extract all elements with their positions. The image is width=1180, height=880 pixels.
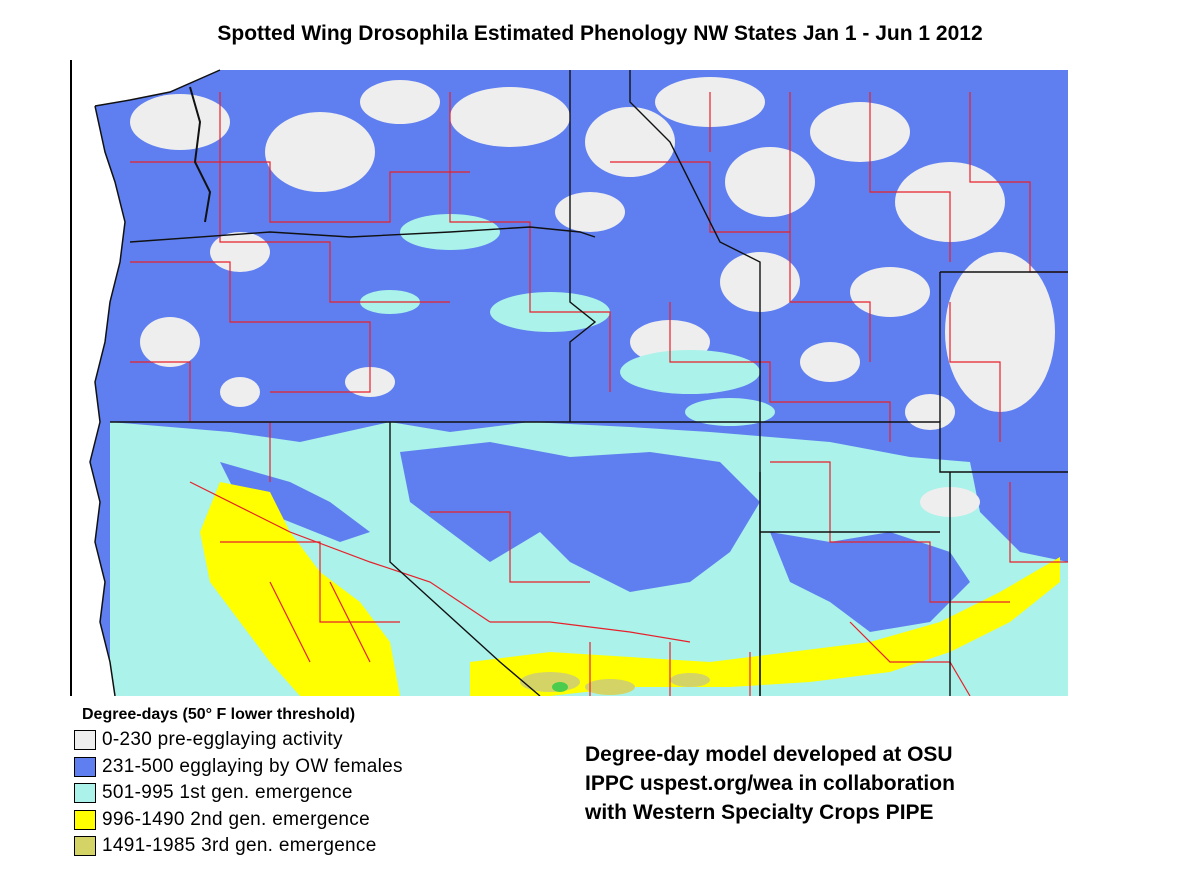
legend-label: 501-995 1st gen. emergence bbox=[102, 782, 353, 804]
phenology-map bbox=[70, 62, 1068, 696]
zone-996-1490 bbox=[200, 482, 400, 696]
legend-swatch bbox=[74, 756, 96, 777]
state-lines bbox=[110, 70, 1068, 696]
credit-text: Degree-day model developed at OSU IPPC u… bbox=[585, 740, 955, 827]
legend-label: 231-500 egglaying by OW females bbox=[102, 755, 403, 777]
credit-line: IPPC uspest.org/wea in collaboration bbox=[585, 772, 955, 795]
legend-label: 996-1490 2nd gen. emergence bbox=[102, 808, 370, 830]
legend-swatch bbox=[74, 783, 96, 804]
map-left-border bbox=[70, 60, 72, 696]
legend-swatch bbox=[74, 836, 96, 857]
legend-item: 0-230 pre-egglaying activity bbox=[74, 727, 403, 754]
map-land bbox=[90, 70, 1068, 696]
legend: Degree-days (50° F lower threshold) 0-23… bbox=[74, 706, 403, 860]
legend-title: Degree-days (50° F lower threshold) bbox=[82, 706, 356, 723]
legend-swatch bbox=[74, 730, 96, 751]
legend-item: 231-500 egglaying by OW females bbox=[74, 754, 403, 781]
credit-line: with Western Specialty Crops PIPE bbox=[585, 801, 934, 824]
legend-item: 1491-1985 3rd gen. emergence bbox=[74, 833, 403, 860]
degree-day-map-svg bbox=[89, 69, 1068, 696]
credit-line: Degree-day model developed at OSU bbox=[585, 743, 953, 766]
legend-swatch bbox=[74, 809, 96, 830]
map-title: Spotted Wing Drosophila Estimated Phenol… bbox=[217, 22, 983, 45]
legend-item: 501-995 1st gen. emergence bbox=[74, 780, 403, 807]
legend-item: 996-1490 2nd gen. emergence bbox=[74, 807, 403, 834]
legend-label: 0-230 pre-egglaying activity bbox=[102, 729, 343, 751]
coastline bbox=[89, 69, 221, 696]
legend-label: 1491-1985 3rd gen. emergence bbox=[102, 835, 377, 857]
